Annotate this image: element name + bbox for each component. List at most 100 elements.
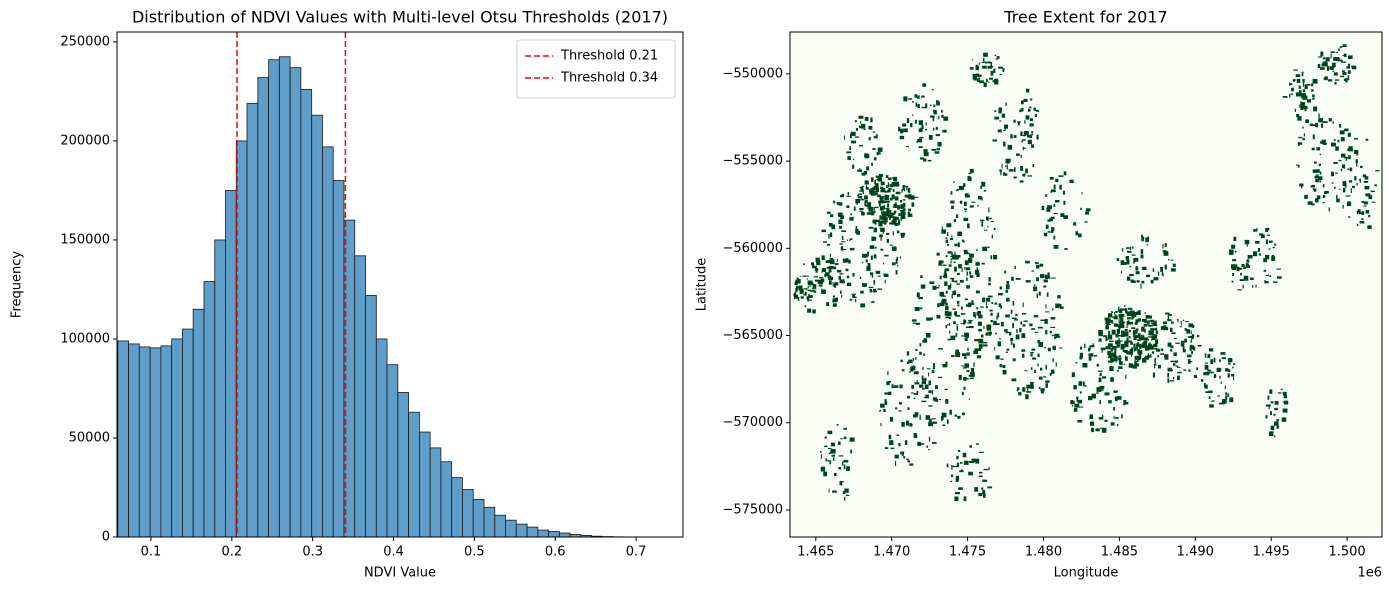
tree-pixel [962, 353, 967, 356]
tree-pixel [902, 202, 906, 208]
tree-pixel [996, 315, 998, 320]
histogram-bar [494, 514, 506, 538]
tree-pixel [1005, 284, 1010, 290]
tree-pixel [1184, 338, 1187, 343]
tree-pixel [1088, 347, 1091, 352]
tree-pixel [969, 461, 974, 463]
tree-pixel [976, 348, 981, 351]
tree-pixel [1043, 376, 1047, 378]
tree-pixel [1168, 258, 1170, 261]
tree-pixel [1146, 338, 1149, 341]
tree-pixel [1076, 398, 1078, 402]
tree-pixel [894, 202, 897, 208]
tree-pixel [1359, 178, 1361, 183]
tree-pixel [975, 269, 979, 275]
tree-pixel [1179, 326, 1183, 328]
tree-pixel [1022, 313, 1027, 315]
y-tick-label: −575000 [722, 502, 783, 517]
tree-pixel [1365, 138, 1369, 141]
tree-pixel [840, 246, 844, 251]
tree-pixel [1021, 353, 1025, 358]
tree-pixel [1258, 233, 1264, 236]
histogram-bar [386, 364, 399, 538]
tree-pixel [1111, 352, 1117, 357]
tree-pixel [942, 264, 947, 266]
tree-pixel [1263, 269, 1267, 272]
tree-pixel [830, 450, 835, 454]
tree-pixel [938, 262, 942, 266]
tree-pixel [990, 255, 993, 260]
tree-pixel [1115, 314, 1117, 317]
tree-pixel [1137, 350, 1143, 355]
tree-pixel [1167, 314, 1172, 316]
tree-pixel [807, 280, 813, 285]
tree-pixel [925, 128, 927, 131]
histogram-bar [429, 447, 442, 538]
tree-pixel [820, 450, 822, 453]
tree-pixel [833, 299, 838, 303]
tree-pixel [876, 152, 881, 155]
tree-pixel [987, 486, 993, 489]
tree-pixel [1012, 343, 1015, 348]
tree-pixel [956, 283, 961, 285]
tree-pixel [1029, 123, 1034, 127]
tree-pixel [889, 212, 894, 218]
tree-pixel [1191, 351, 1193, 355]
tree-pixel [796, 285, 799, 291]
tree-pixel [1264, 281, 1269, 284]
tree-pixel [959, 185, 964, 190]
tree-pixel [1347, 75, 1350, 81]
tree-pixel [967, 347, 969, 351]
tree-pixel [1050, 326, 1056, 328]
tree-pixel [913, 414, 918, 418]
tree-pixel [1040, 319, 1046, 321]
tree-pixel [1232, 366, 1234, 369]
tree-pixel [959, 200, 963, 204]
tree-pixel [1265, 227, 1270, 231]
tree-pixel [1133, 336, 1136, 338]
tree-pixel [921, 400, 927, 403]
tree-pixel [793, 294, 799, 299]
tree-pixel [1272, 246, 1275, 249]
tree-pixel [873, 227, 877, 233]
tree-pixel [1118, 306, 1120, 312]
tree-pixel [1270, 411, 1272, 415]
tree-pixel [1049, 330, 1052, 334]
tree-pixel [989, 309, 993, 312]
tree-pixel [939, 291, 945, 297]
tree-pixel [1206, 373, 1209, 376]
tree-pixel [1121, 248, 1124, 252]
tree-pixel [923, 338, 927, 343]
tree-pixel [938, 115, 940, 120]
tree-pixel [1070, 400, 1075, 405]
tree-pixel [962, 240, 965, 243]
tree-pixel [1180, 320, 1182, 326]
tree-pixel [1160, 326, 1166, 330]
tree-pixel [1011, 276, 1014, 281]
tree-pixel [955, 256, 959, 260]
tree-pixel [1115, 357, 1116, 360]
tree-pixel [933, 109, 937, 113]
tree-pixel [918, 120, 923, 125]
tree-pixel [982, 493, 986, 498]
tree-pixel [1324, 78, 1328, 81]
tree-pixel [1050, 369, 1055, 374]
tree-pixel [1010, 342, 1013, 345]
tree-pixel [1247, 255, 1253, 259]
tree-pixel [1146, 320, 1150, 325]
tree-pixel [1120, 260, 1125, 265]
tree-pixel [945, 237, 948, 239]
tree-pixel [1006, 164, 1008, 170]
tree-pixel [920, 127, 922, 131]
tree-pixel [834, 263, 839, 266]
tree-pixel [1019, 109, 1022, 113]
tree-pixel [860, 121, 862, 124]
tree-pixel [1064, 248, 1068, 250]
tree-pixel [1038, 376, 1043, 380]
tree-pixel [855, 226, 858, 230]
tree-pixel [825, 458, 828, 461]
tree-pixel [1322, 202, 1325, 204]
tree-pixel [1073, 408, 1078, 412]
tree-pixel [1096, 363, 1100, 367]
tree-pixel [825, 272, 830, 277]
